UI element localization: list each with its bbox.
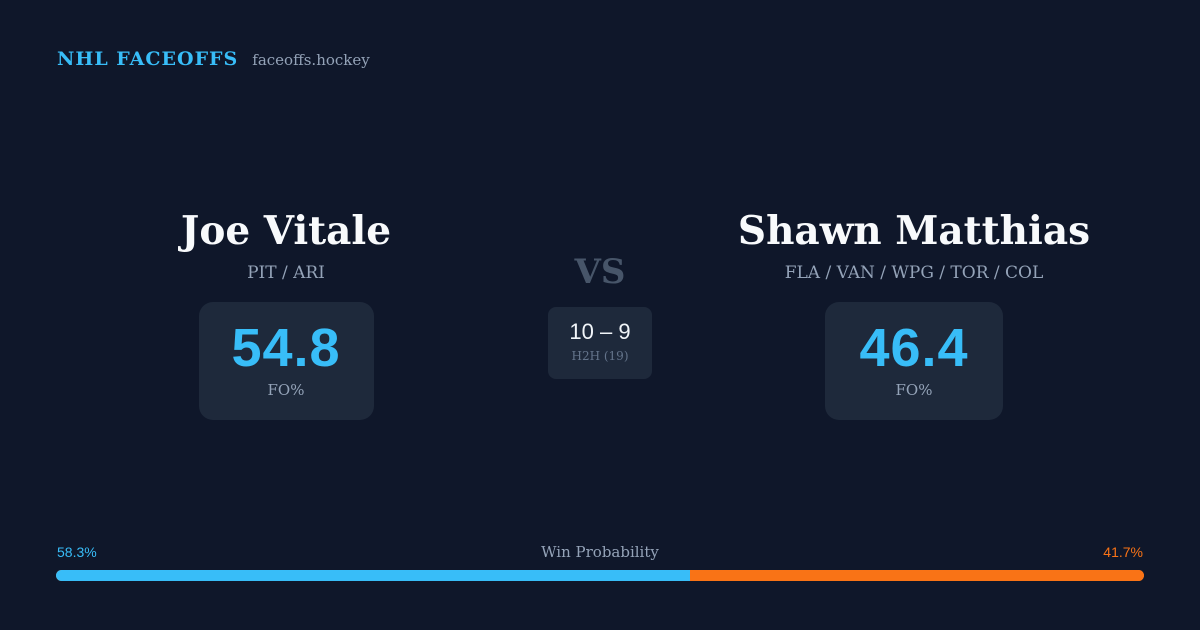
player-left-stat-card: 54.8 FO% bbox=[198, 302, 374, 420]
brand-url: faceoffs.hockey bbox=[252, 51, 370, 69]
win-probability-left: 58.3% bbox=[57, 544, 97, 560]
player-right-name: Shawn Matthias bbox=[737, 208, 1091, 254]
player-left-name: Joe Vitale bbox=[180, 208, 392, 254]
player-right-fo-pct: 46.4 bbox=[859, 318, 969, 378]
player-left-teams: PIT / ARI bbox=[247, 263, 325, 283]
player-left-panel: Joe Vitale PIT / ARI 54.8 FO% bbox=[85, 205, 487, 420]
win-probability-bar-right bbox=[690, 570, 1144, 581]
player-right-panel: Shawn Matthias FLA / VAN / WPG / TOR / C… bbox=[714, 205, 1114, 420]
h2h-label: H2H (19) bbox=[571, 349, 629, 363]
h2h-card: 10 – 9 H2H (19) bbox=[548, 307, 652, 379]
player-left-fo-pct: 54.8 bbox=[231, 318, 341, 378]
player-right-teams: FLA / VAN / WPG / TOR / COL bbox=[784, 263, 1044, 283]
win-probability-bar-left bbox=[56, 570, 691, 581]
win-probability-right: 41.7% bbox=[1103, 544, 1143, 560]
win-probability-title: Win Probability bbox=[541, 543, 659, 561]
player-right-stat-card: 46.4 FO% bbox=[825, 302, 1003, 420]
win-probability-labels: 58.3% Win Probability 41.7% bbox=[57, 543, 1143, 563]
brand-name: NHL FACEOFFS bbox=[57, 48, 239, 70]
vs-label: VS bbox=[574, 252, 626, 292]
brand-header: NHL FACEOFFS faceoffs.hockey bbox=[57, 48, 370, 70]
win-probability-bar bbox=[56, 570, 1144, 581]
player-right-fo-label: FO% bbox=[895, 381, 933, 399]
player-left-fo-label: FO% bbox=[267, 381, 305, 399]
h2h-score: 10 – 9 bbox=[569, 319, 631, 344]
